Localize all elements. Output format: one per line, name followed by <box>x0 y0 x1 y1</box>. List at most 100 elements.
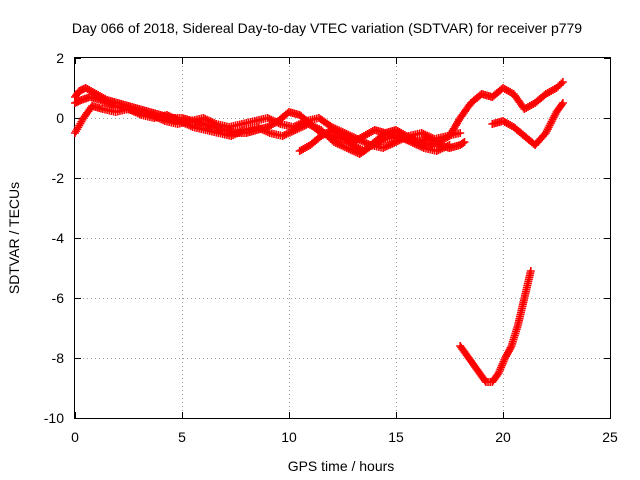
data-point <box>526 267 535 275</box>
data-point <box>227 132 236 140</box>
data-point-run <box>457 100 474 121</box>
data-point-run <box>329 127 345 139</box>
x-tick-label: 5 <box>178 429 186 445</box>
data-point-run <box>280 126 298 140</box>
plot-frame <box>74 57 611 419</box>
data-point-run <box>331 138 349 152</box>
data-point <box>558 78 567 86</box>
data-point-run <box>307 133 324 148</box>
series-track-5 <box>488 99 567 149</box>
data-point-run <box>457 139 468 148</box>
data-point-run <box>463 352 476 367</box>
axis-ticks <box>75 58 611 419</box>
data-point-run <box>425 136 442 148</box>
y-tick-label: 2 <box>56 50 64 66</box>
data-point-run <box>500 118 516 130</box>
series-track-3 <box>71 102 454 158</box>
data-point-run <box>72 88 83 100</box>
data-point <box>432 147 441 155</box>
data-point-run <box>502 343 515 361</box>
data-point-run <box>470 361 483 376</box>
data-point-run <box>297 142 313 154</box>
x-tick-labels: 0 5 10 15 20 25 <box>71 429 618 445</box>
data-point <box>353 135 362 143</box>
data-point-run <box>393 127 409 139</box>
data-point-run <box>98 96 116 110</box>
data-point <box>304 120 313 128</box>
data-point-run <box>532 91 549 106</box>
data-point <box>460 138 469 146</box>
data-point-run <box>500 85 516 97</box>
data-point-run <box>395 132 414 146</box>
x-tick-label: 10 <box>281 429 297 445</box>
data-point-run <box>514 296 528 327</box>
data-point-run <box>495 355 509 376</box>
data-point-run <box>554 79 566 91</box>
data-point-run <box>532 130 549 148</box>
data-point-run <box>511 124 527 139</box>
x-tick-label: 0 <box>71 429 79 445</box>
x-axis-label: GPS time / hours <box>288 458 395 474</box>
data-point-run <box>126 105 144 119</box>
data-point-run <box>340 133 356 148</box>
data-point-run <box>83 85 99 97</box>
data-point-run <box>254 123 272 137</box>
data-point-run <box>72 96 84 107</box>
y-tick-label: 0 <box>56 110 64 126</box>
data-point <box>417 129 426 137</box>
data-point-run <box>553 100 566 115</box>
x-tick-label: 20 <box>495 429 511 445</box>
data-point <box>199 114 208 122</box>
data-point-run <box>76 84 89 95</box>
data-point-run <box>542 109 560 136</box>
y-axis-label: SDTVAR / TECUs <box>6 182 22 294</box>
data-point <box>175 117 184 125</box>
data-point-run <box>306 120 324 134</box>
data-point <box>252 123 261 131</box>
y-tick-label: -2 <box>52 170 65 186</box>
data-point-run <box>80 103 95 121</box>
data-point <box>329 138 338 146</box>
data-point-run <box>522 100 538 112</box>
data-point <box>96 96 105 104</box>
y-tick-label: -6 <box>52 290 65 306</box>
data-point-run <box>342 129 360 143</box>
series-track-6 <box>456 267 535 386</box>
data-point <box>342 144 351 152</box>
data-point <box>291 126 300 134</box>
data-point-run <box>520 269 535 300</box>
data-point-run <box>177 117 195 131</box>
data-point-run <box>361 139 378 154</box>
data-point-run <box>476 370 489 385</box>
y-tick-label: -8 <box>52 350 65 366</box>
data-point-run <box>316 115 335 130</box>
data-point <box>379 144 388 152</box>
data-point <box>163 111 172 119</box>
x-tick-label: 15 <box>388 429 404 445</box>
data-point-run <box>489 370 502 385</box>
data-points <box>71 78 567 386</box>
y-tick-label: -4 <box>52 230 65 246</box>
x-tick-label: 25 <box>602 429 618 445</box>
y-tick-labels: 2 0 -2 -4 -6 -8 -10 <box>44 50 64 426</box>
data-point <box>558 99 567 107</box>
data-point <box>124 105 133 113</box>
data-point-run <box>164 111 183 125</box>
data-point-run <box>484 378 495 386</box>
data-point <box>278 132 287 140</box>
data-point-run <box>372 130 388 145</box>
data-point-run <box>457 343 470 358</box>
data-point <box>263 114 272 122</box>
data-point-run <box>543 85 559 97</box>
data-point-run <box>72 115 87 136</box>
data-point-run <box>265 114 283 128</box>
y-tick-label: -10 <box>44 410 64 426</box>
data-point-run <box>380 138 399 152</box>
data-point <box>456 129 465 137</box>
data-point-run <box>201 114 219 128</box>
series-track-4 <box>295 126 469 155</box>
data-point-run <box>229 126 247 140</box>
data-point-run <box>508 323 522 348</box>
chart-title: Day 066 of 2018, Sidereal Day-to-day VTE… <box>72 20 582 36</box>
